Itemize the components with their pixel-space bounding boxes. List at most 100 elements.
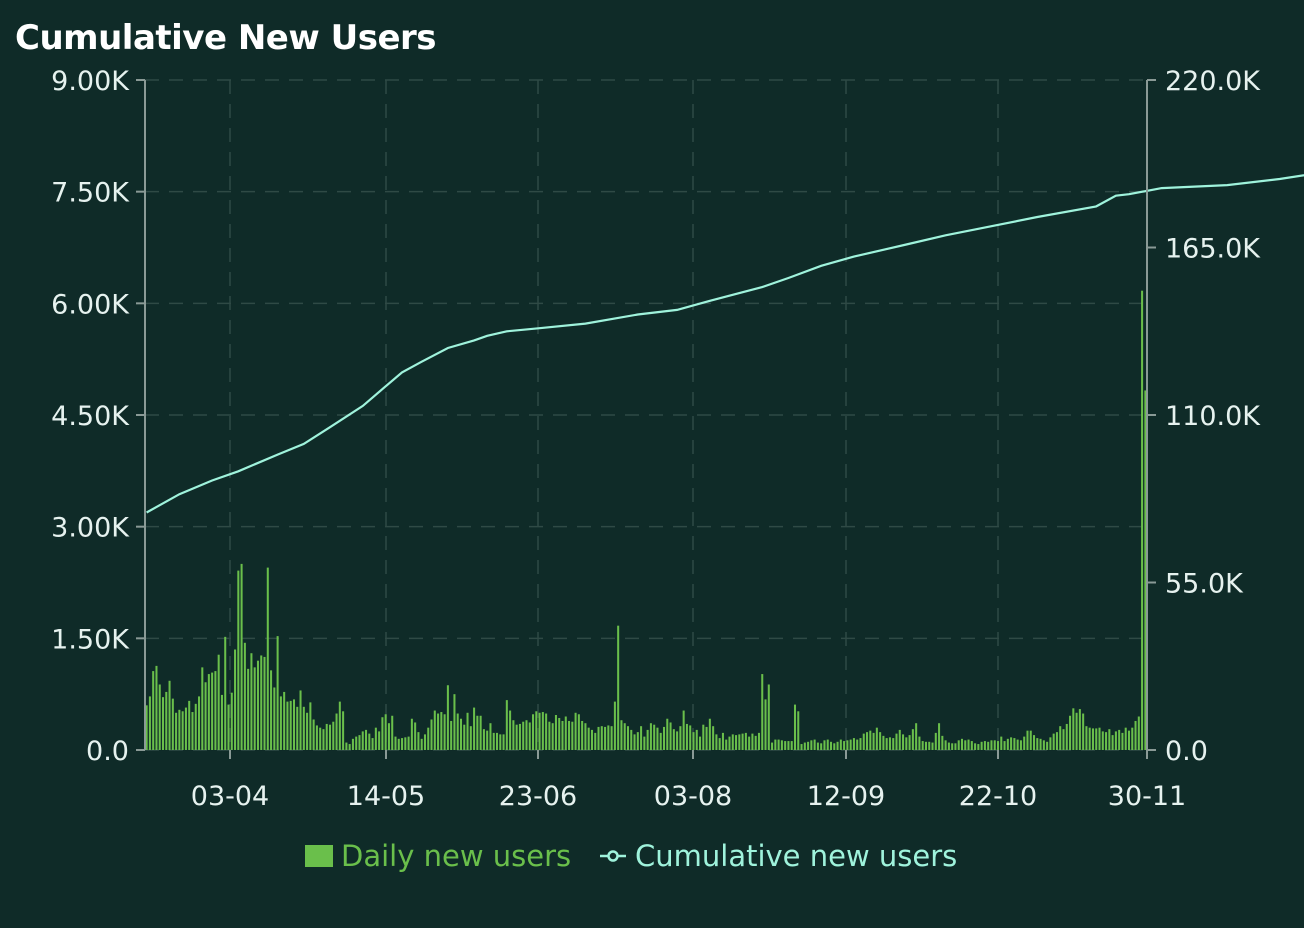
bar	[761, 674, 764, 750]
bar	[450, 720, 453, 750]
bar	[1055, 732, 1058, 750]
bar	[600, 726, 603, 750]
y-left-tick-label: 6.00K	[51, 289, 130, 320]
bar	[839, 739, 842, 750]
bar	[738, 734, 741, 750]
bar	[1065, 723, 1068, 750]
bar	[568, 720, 571, 750]
bar	[676, 731, 679, 750]
bar	[764, 699, 767, 750]
bar	[816, 742, 819, 750]
bar	[1042, 740, 1045, 750]
bar	[1131, 727, 1134, 750]
bar	[846, 740, 849, 750]
bar	[649, 723, 652, 750]
y-right-tick-label: 110.0K	[1165, 401, 1261, 432]
bar	[335, 713, 338, 750]
bar	[459, 718, 463, 750]
bar	[230, 692, 233, 750]
bar	[263, 656, 266, 750]
bar	[1006, 738, 1009, 750]
bar	[725, 739, 728, 750]
bar	[604, 726, 607, 750]
bar	[207, 674, 210, 750]
bar	[198, 696, 201, 750]
bar	[306, 712, 309, 750]
bar	[892, 738, 895, 750]
legend: Daily new users Cumulative new users	[305, 839, 957, 873]
bar	[771, 742, 774, 750]
bar	[813, 739, 816, 750]
bar	[1091, 728, 1094, 750]
bar	[679, 726, 682, 750]
bar	[256, 660, 259, 750]
bar	[427, 727, 430, 750]
bar	[944, 740, 947, 750]
bar	[728, 736, 731, 750]
bar	[178, 709, 181, 750]
bar	[342, 711, 345, 750]
bar	[191, 712, 194, 750]
bar	[856, 739, 859, 750]
bar	[954, 743, 957, 750]
bar	[744, 732, 747, 750]
bar	[659, 732, 662, 750]
bar	[499, 734, 502, 750]
bar	[682, 710, 685, 750]
bar	[594, 732, 597, 750]
bar	[807, 741, 810, 750]
bar	[1003, 741, 1006, 750]
bar	[721, 732, 724, 750]
bar	[145, 705, 148, 750]
bar	[351, 738, 354, 750]
bar	[633, 734, 636, 750]
bar	[378, 731, 381, 750]
bar	[692, 732, 695, 750]
bar	[1137, 716, 1140, 750]
bar	[184, 707, 187, 750]
bar	[862, 733, 865, 750]
bar	[613, 701, 616, 750]
bar	[561, 720, 564, 750]
bar	[407, 736, 410, 750]
bar	[1085, 726, 1088, 750]
bar	[466, 712, 469, 750]
bar	[866, 732, 869, 750]
bar	[1029, 730, 1032, 750]
bar	[532, 714, 535, 750]
x-tick-label: 22-10	[959, 781, 1037, 812]
bar	[322, 729, 325, 750]
bar	[564, 716, 567, 750]
bar	[201, 667, 204, 750]
bar	[915, 723, 918, 750]
bar	[365, 729, 368, 750]
bar	[440, 712, 443, 750]
bar	[1098, 727, 1101, 750]
bar	[502, 734, 505, 750]
bar	[181, 711, 184, 750]
bar	[983, 741, 986, 750]
bar	[928, 741, 931, 750]
cumulative-line	[146, 174, 1304, 514]
bar	[525, 720, 528, 750]
bar	[420, 738, 423, 750]
bar	[319, 727, 322, 750]
bar	[224, 636, 227, 750]
bar	[270, 670, 273, 750]
bar	[597, 726, 600, 750]
bar	[879, 732, 882, 750]
bar	[234, 649, 237, 750]
bar	[577, 714, 580, 750]
bar	[849, 739, 852, 750]
bar	[1023, 736, 1026, 750]
bar	[273, 687, 276, 750]
bar	[283, 691, 286, 750]
bar	[545, 713, 548, 750]
bar	[414, 722, 417, 750]
bar	[443, 714, 446, 750]
bar	[355, 736, 358, 750]
y-right-tick-label: 220.0K	[1165, 66, 1261, 97]
bar	[348, 744, 351, 750]
y-left-tick-label: 9.00K	[51, 66, 130, 97]
